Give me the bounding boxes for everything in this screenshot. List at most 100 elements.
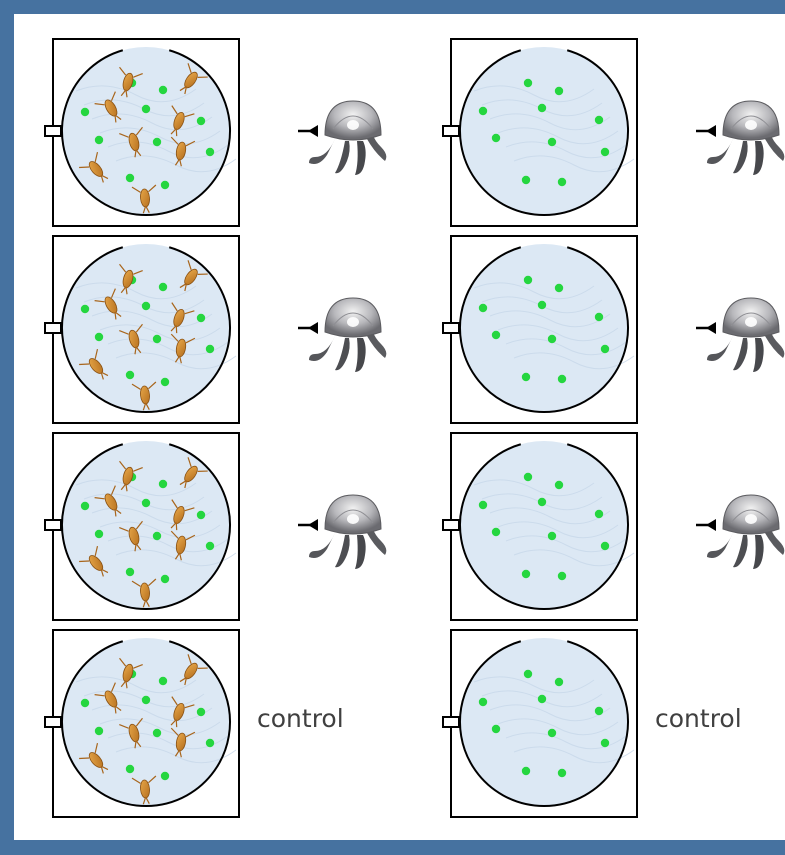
algae-dot bbox=[160, 180, 170, 190]
copepod-tail bbox=[100, 174, 109, 183]
copepod-tail bbox=[170, 128, 178, 137]
copepod-icon bbox=[79, 348, 109, 380]
jellyfish-tentacle bbox=[335, 338, 350, 371]
algae-dot bbox=[547, 728, 557, 738]
algae-dot bbox=[160, 771, 170, 781]
tank-with-copepods-row-3 bbox=[44, 432, 387, 621]
algae-dot bbox=[523, 275, 533, 285]
copepod-antennae bbox=[187, 654, 208, 669]
copepod-antennae bbox=[170, 727, 196, 738]
tank-rim bbox=[61, 49, 231, 216]
copepod-icon bbox=[119, 717, 143, 749]
arrow-head bbox=[706, 322, 716, 334]
algae-dot bbox=[537, 694, 547, 704]
copepod-icon bbox=[179, 63, 208, 95]
copepod-antennae bbox=[131, 775, 157, 784]
arrow-head bbox=[308, 519, 318, 531]
tank-algae-only-row-3 bbox=[442, 432, 785, 621]
algae-dot bbox=[600, 541, 610, 551]
tank-with-copepods-row-4: control bbox=[44, 629, 344, 818]
copepod-tail bbox=[174, 158, 182, 167]
water-ripple bbox=[513, 746, 635, 764]
algae-dot bbox=[594, 312, 604, 322]
copepod-tail bbox=[142, 599, 150, 608]
copepod-tail bbox=[134, 346, 142, 355]
copepod-icon bbox=[170, 105, 195, 137]
copepod-tail bbox=[174, 355, 182, 364]
jellyfish-tentacle bbox=[707, 336, 733, 361]
tank-with-copepods-row-1 bbox=[44, 38, 387, 227]
algae-dot bbox=[521, 175, 531, 185]
copepod-tail bbox=[134, 740, 142, 749]
copepod-icon bbox=[79, 742, 109, 774]
copepod-tail bbox=[120, 483, 128, 492]
copepod-antennae bbox=[119, 263, 143, 275]
copepod-tail bbox=[142, 796, 150, 805]
copepod-tail bbox=[179, 677, 187, 686]
copepod-icon bbox=[119, 520, 143, 552]
water-ripple bbox=[473, 479, 595, 497]
copepod-icon bbox=[119, 323, 143, 355]
copepod-icon bbox=[170, 727, 196, 758]
algae-dot bbox=[141, 695, 151, 705]
control-label: control bbox=[655, 704, 742, 733]
copepod-antennae bbox=[187, 260, 208, 275]
copepod-antennae bbox=[131, 381, 157, 390]
jellyfish-tentacle bbox=[765, 332, 785, 358]
inlet-port bbox=[442, 716, 460, 728]
algae-dot bbox=[537, 103, 547, 113]
arrow-head bbox=[308, 125, 318, 137]
algae-dot bbox=[152, 728, 162, 738]
tank-rim bbox=[61, 246, 231, 413]
algae-dot bbox=[557, 374, 567, 384]
jellyfish-tentacle bbox=[707, 139, 733, 164]
copepod-antennae bbox=[94, 682, 116, 697]
water-ripple bbox=[75, 282, 197, 300]
jellyfish-tentacle bbox=[733, 141, 748, 174]
water-ripple bbox=[513, 155, 635, 173]
copepod-antennae bbox=[94, 288, 116, 303]
water-ripple bbox=[497, 127, 619, 145]
inlet-port bbox=[44, 716, 62, 728]
algae-dot bbox=[94, 529, 104, 539]
algae-dot bbox=[125, 173, 135, 183]
copepod-icon bbox=[131, 578, 157, 608]
algae-dot bbox=[523, 78, 533, 88]
algae-dot bbox=[491, 527, 501, 537]
algae-dot bbox=[594, 115, 604, 125]
algae-dot bbox=[478, 303, 488, 313]
algae-dot bbox=[160, 574, 170, 584]
arrow-head bbox=[308, 322, 318, 334]
jellyfish-tentacle bbox=[335, 535, 350, 568]
algae-dot bbox=[80, 107, 90, 117]
copepod-icon bbox=[119, 126, 143, 158]
inlet-port bbox=[442, 322, 460, 334]
jellyfish-bell-line bbox=[332, 312, 374, 327]
water-ripple bbox=[497, 324, 619, 342]
algae-dot bbox=[537, 497, 547, 507]
algae-dot bbox=[600, 738, 610, 748]
algae-dot bbox=[141, 301, 151, 311]
algae-dot bbox=[554, 86, 564, 96]
water-ripple bbox=[473, 676, 595, 694]
jellyfish-icon bbox=[707, 100, 785, 175]
copepod-antennae bbox=[171, 105, 195, 118]
copepod-tail bbox=[114, 705, 122, 714]
algae-dot bbox=[521, 569, 531, 579]
water-ripple bbox=[99, 127, 221, 145]
copepod-antennae bbox=[119, 126, 143, 138]
jellyfish-tentacle bbox=[753, 141, 764, 175]
algae-dot bbox=[205, 541, 215, 551]
algae-dot bbox=[196, 313, 206, 323]
tank-algae-only-row-4: control bbox=[442, 629, 742, 818]
algae-dot bbox=[196, 116, 206, 126]
copepod-antennae bbox=[170, 136, 196, 147]
jellyfish-highlight bbox=[745, 120, 757, 130]
algae-dot bbox=[94, 135, 104, 145]
algae-dot bbox=[80, 698, 90, 708]
algae-dot bbox=[547, 334, 557, 344]
algae-dot bbox=[158, 282, 168, 292]
algae-dot bbox=[547, 531, 557, 541]
algae-dot bbox=[594, 509, 604, 519]
inlet-port bbox=[44, 519, 62, 531]
